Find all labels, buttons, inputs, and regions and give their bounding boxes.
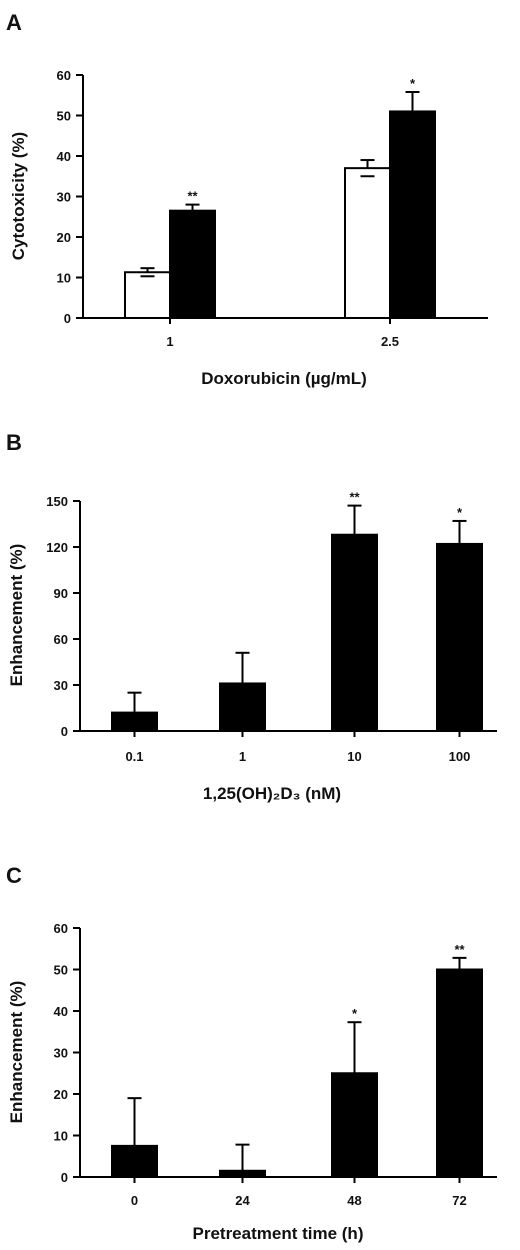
significance-label: ** — [187, 189, 198, 204]
y-tick-label-c: 60 — [54, 921, 68, 936]
x-tick-label-b: 0.1 — [125, 749, 143, 764]
x-axis-label-a: Doxorubicin (µg/mL) — [201, 369, 367, 388]
bar — [436, 542, 483, 733]
y-tick-label-b: 150 — [46, 494, 68, 509]
bar — [436, 968, 483, 1178]
bar — [219, 682, 266, 733]
y-tick-label-b: 30 — [54, 678, 68, 693]
x-tick-label-b: 10 — [347, 749, 361, 764]
significance-label: ** — [349, 490, 360, 505]
y-tick-label-b: 120 — [46, 540, 68, 555]
bar — [124, 271, 171, 319]
y-tick-label-a: 0 — [64, 311, 71, 326]
y-tick-label-c: 20 — [54, 1087, 68, 1102]
y-tick-label-b: 90 — [54, 586, 68, 601]
y-tick-label-c: 30 — [54, 1046, 68, 1061]
bar — [331, 533, 378, 732]
x-tick-label-b: 100 — [449, 749, 471, 764]
panel-label-c: C — [6, 863, 22, 888]
y-tick-label-a: 60 — [57, 68, 71, 83]
significance-label: * — [457, 505, 463, 520]
panel-label-b: B — [6, 430, 22, 455]
y-tick-label-c: 50 — [54, 963, 68, 978]
y-tick-label-a: 40 — [57, 149, 71, 164]
y-tick-label-a: 50 — [57, 109, 71, 124]
y-tick-label-a: 10 — [57, 271, 71, 286]
significance-label: * — [352, 1006, 358, 1021]
y-axis-label-a: Cytotoxicity (%) — [9, 132, 28, 260]
bars-c: *** — [111, 942, 483, 1179]
y-axis-label-c: Enhancement (%) — [7, 981, 26, 1124]
y-tick-label-b: 0 — [61, 724, 68, 739]
chart-panel-a: A Cytotoxicity (%) Doxorubicin (µg/mL) 0… — [6, 10, 488, 388]
x-axis-label-b: 1,25(OH)₂D₃ (nM) — [203, 784, 341, 803]
x-tick-label-b: 1 — [239, 749, 246, 764]
x-tick-label-c: 0 — [131, 1193, 138, 1208]
bar — [331, 1072, 378, 1178]
panel-label-a: A — [6, 10, 22, 35]
bar — [219, 1169, 266, 1179]
x-tick-label-a: 2.5 — [381, 334, 399, 349]
axes-b: 0 30 60 90 120 150 0.1 1 10 100 — [46, 494, 497, 764]
x-tick-label-a: 1 — [166, 334, 173, 349]
bars-b: *** — [111, 490, 483, 733]
y-tick-label-b: 60 — [54, 632, 68, 647]
bar — [111, 1144, 158, 1178]
bar — [389, 110, 436, 319]
bar — [111, 711, 158, 732]
y-tick-label-c: 40 — [54, 1004, 68, 1019]
x-tick-label-c: 72 — [452, 1193, 466, 1208]
y-tick-label-a: 30 — [57, 190, 71, 205]
x-tick-label-c: 24 — [235, 1193, 250, 1208]
significance-label: ** — [454, 942, 465, 957]
y-tick-label-a: 20 — [57, 230, 71, 245]
bar — [169, 209, 216, 319]
bars-a: *** — [124, 76, 436, 319]
y-tick-label-c: 10 — [54, 1129, 68, 1144]
y-axis-label-b: Enhancement (%) — [7, 544, 26, 687]
x-axis-label-c: Pretreatment time (h) — [193, 1224, 364, 1243]
significance-label: * — [410, 76, 416, 91]
x-tick-label-c: 48 — [347, 1193, 361, 1208]
bar — [344, 167, 391, 319]
chart-panel-b: B Enhancement (%) 1,25(OH)₂D₃ (nM) 0 30 60… — [6, 430, 497, 803]
chart-panel-c: C Enhancement (%) Pretreatment time (h) … — [6, 863, 497, 1243]
y-tick-label-c: 0 — [61, 1170, 68, 1185]
